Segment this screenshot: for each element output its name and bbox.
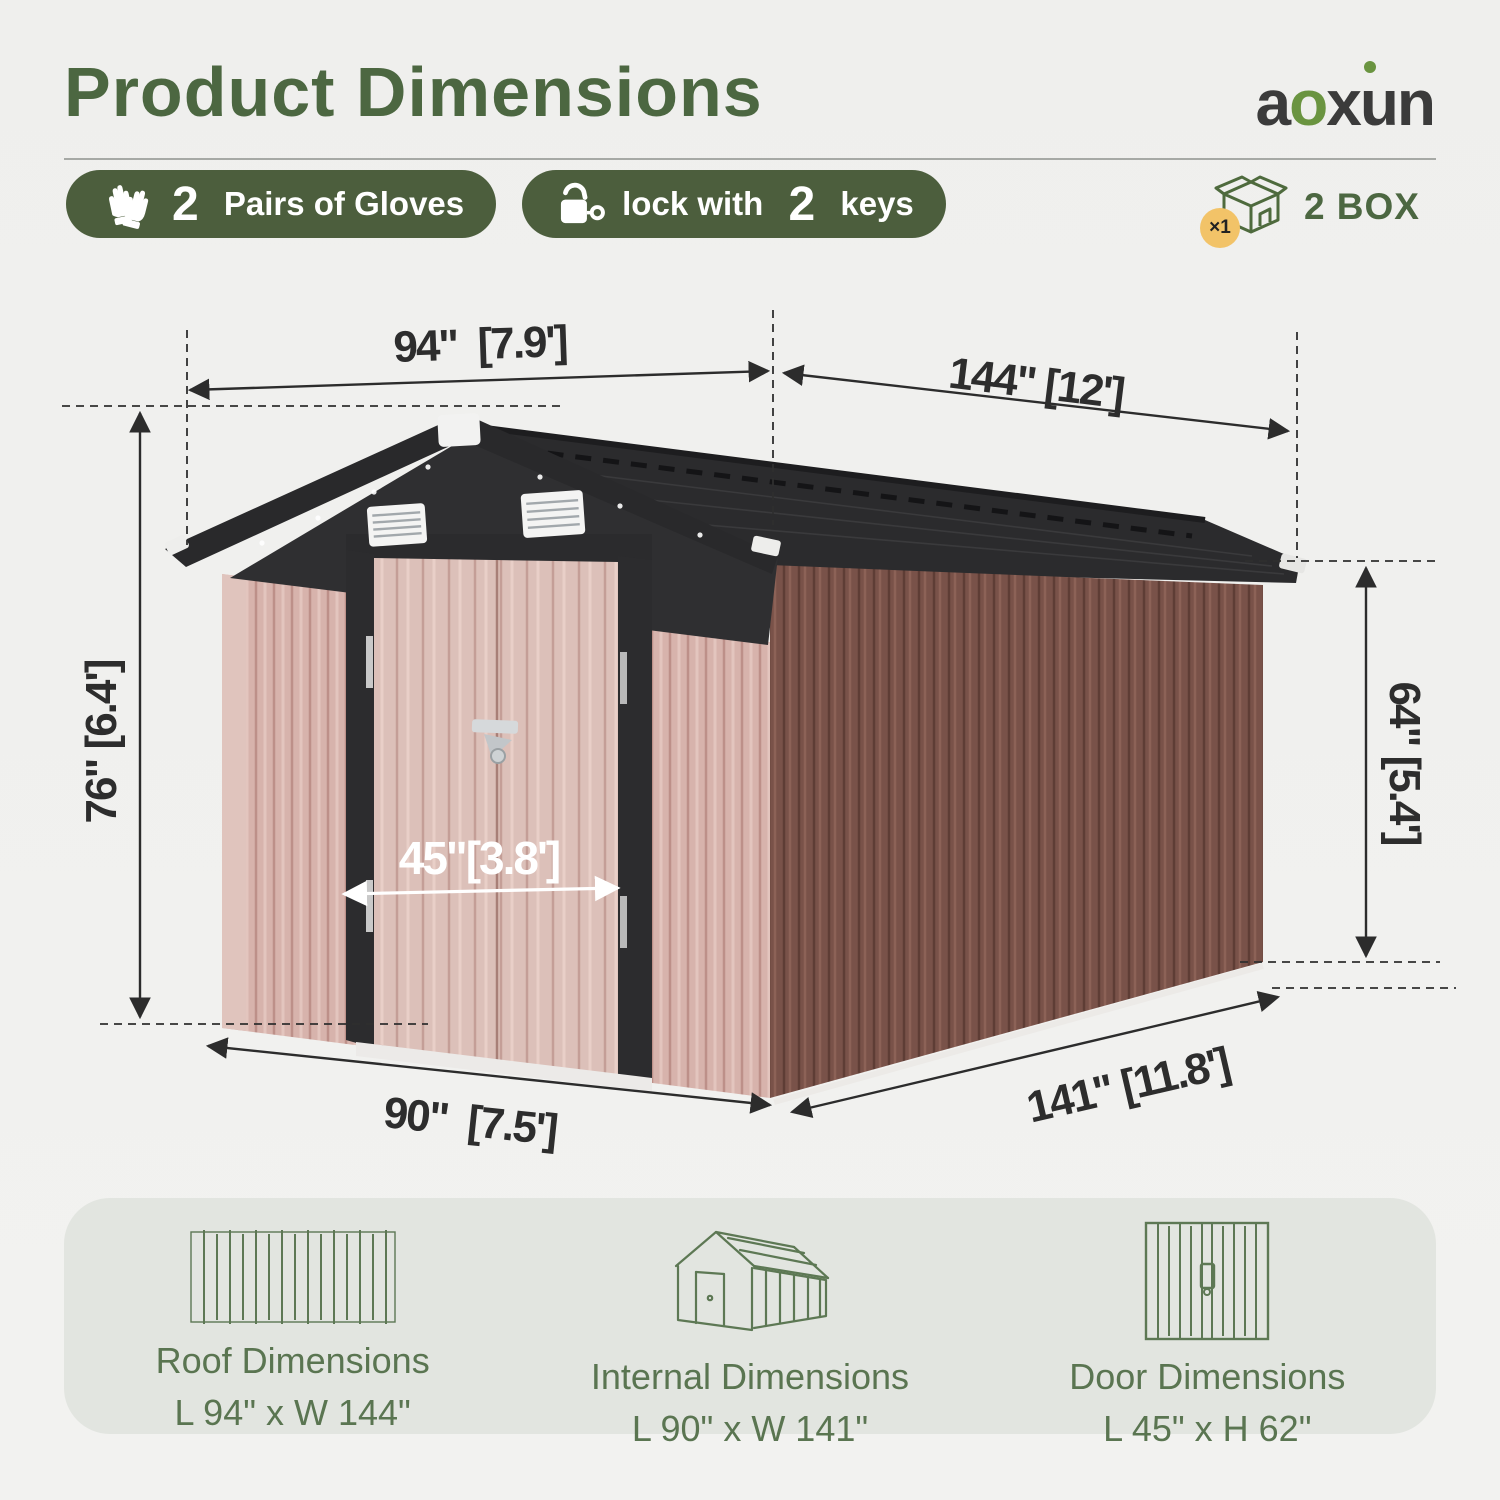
door-latch (471, 719, 519, 764)
shed-side-wall (770, 565, 1263, 1098)
roof-panel-icon (189, 1230, 396, 1324)
shed (165, 413, 1307, 1105)
dim-label-wall-height: 64" [5.4'] (1380, 681, 1429, 845)
gloves-icon (109, 185, 149, 229)
gloves-label: Pairs of Gloves (214, 185, 465, 222)
hinge (366, 880, 373, 932)
logo-letter: u (1360, 61, 1399, 139)
roof-panel-iconbox (187, 1220, 399, 1326)
shed-side-roof (462, 424, 1300, 583)
dimension-summary-panel: Roof Dimensions L 94" x W 144" (64, 1198, 1436, 1449)
header-divider (64, 158, 1436, 160)
door-frame-right (618, 556, 652, 1086)
dim-line-base-width (205, 1037, 773, 1114)
internal-shed-icon (674, 1230, 830, 1332)
brand-logo: aox un (1255, 61, 1436, 140)
logo-dot-icon (1363, 61, 1376, 73)
dim-line-roof-width (187, 360, 771, 401)
card-size: L 90" x W 141" (631, 1408, 869, 1449)
feature-badges: 2 Pairs of Gloves lock with 2 keys (66, 170, 946, 238)
lock-icon (561, 182, 606, 224)
gable-vent (366, 503, 428, 547)
door-iconbox (1143, 1220, 1271, 1342)
card-size: L 94" x W 144" (174, 1392, 411, 1433)
lock-label-prefix: lock with (622, 185, 773, 222)
door-frame-left (346, 550, 374, 1048)
box-icon (1214, 175, 1288, 234)
logo-letter-accent: o (1289, 67, 1328, 139)
box-count-label: 2 BOX (1303, 186, 1420, 227)
card-title: Roof Dimensions (155, 1340, 430, 1381)
lock-badge: lock with 2 keys (522, 170, 946, 238)
logo-letter: x (1326, 67, 1362, 139)
hinge (620, 896, 627, 948)
gable-vent (520, 490, 586, 538)
dim-label-height: 76" [6.4'] (77, 660, 126, 824)
dim-line-base-length (789, 990, 1281, 1119)
dim-label-door-width: 45"[3.8'] (398, 832, 561, 884)
front-corner-trim (222, 574, 246, 1031)
eave-cap (1279, 553, 1307, 574)
gloves-count: 2 (172, 177, 199, 231)
lock-label-suffix: keys (831, 185, 914, 222)
door-dimensions-card: Door Dimensions L 45" x H 62" (979, 1198, 1436, 1449)
page-title: Product Dimensions (64, 53, 763, 131)
box-multiplier-badge: ×1 (1199, 208, 1240, 248)
roof-screws (259, 464, 703, 546)
hinge (366, 636, 373, 688)
card-size: L 45" x H 62" (1103, 1408, 1312, 1449)
box-icon-wrap: ×1 (1199, 174, 1288, 248)
eave-cap (751, 535, 781, 557)
dim-label-roof-width: 94" [7.9'] (392, 316, 568, 373)
dim-line-roof-length (781, 364, 1291, 440)
lock-count: 2 (788, 177, 816, 231)
shed-front-roof-edge (165, 416, 778, 574)
dim-line-door-width (341, 875, 621, 907)
card-title: Door Dimensions (1069, 1356, 1346, 1397)
logo-letter: a (1255, 67, 1292, 139)
box-count-info: ×1 2 BOX (1199, 174, 1420, 248)
hinge (620, 652, 627, 704)
roof-dimensions-card: Roof Dimensions L 94" x W 144" (64, 1198, 521, 1434)
ridge-cap (437, 413, 481, 447)
extension-lines (62, 310, 1456, 1025)
dimension-lines (129, 360, 1377, 1119)
logo-letter: n (1396, 67, 1436, 139)
card-title: Internal Dimensions (590, 1356, 910, 1397)
door-icon (1145, 1221, 1270, 1341)
internal-dimensions-card: Internal Dimensions L 90" x W 141" (521, 1198, 978, 1449)
internal-shed-iconbox (664, 1220, 836, 1342)
gloves-badge: 2 Pairs of Gloves (66, 170, 497, 238)
eave-cap (165, 534, 189, 556)
